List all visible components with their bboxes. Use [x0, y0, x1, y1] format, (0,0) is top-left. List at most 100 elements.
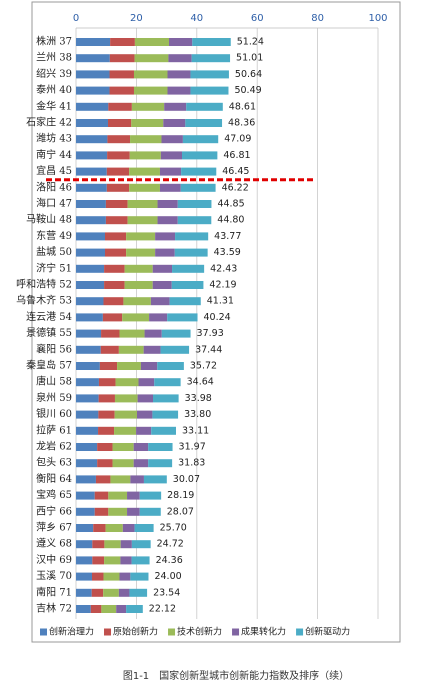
bar-segment [152, 264, 173, 273]
bar-segment [110, 475, 131, 484]
legend-label: 成果转化力 [241, 626, 286, 638]
y-tick-label: 景德镇 55 [26, 326, 72, 339]
y-tick-label: 绍兴 39 [36, 67, 72, 80]
bar-segment [109, 70, 134, 79]
legend-swatch [168, 628, 176, 636]
bar-segment [76, 216, 106, 225]
bar-segment [167, 86, 191, 95]
bar-segment [138, 378, 155, 387]
bar-segment [143, 475, 167, 484]
total-label: 51.01 [236, 53, 263, 64]
bar-segment [76, 86, 110, 95]
bar-segment [105, 200, 128, 208]
total-label: 31.83 [178, 458, 205, 469]
bar-segment [98, 410, 115, 419]
bar-segment [122, 313, 150, 322]
bar-segment [104, 556, 121, 565]
bar-segment [99, 362, 118, 370]
y-tick-label: 萍乡 67 [36, 522, 72, 534]
bar-segment [105, 216, 128, 225]
x-tick-label: 60 [251, 13, 264, 24]
y-tick-label: 银川 60 [36, 407, 72, 420]
bar-segment [131, 102, 165, 111]
bar-segment [76, 200, 106, 208]
bar-segment [108, 102, 132, 111]
total-label: 33.11 [182, 425, 209, 436]
bar-segment [76, 70, 110, 79]
bar-segment [134, 54, 169, 63]
y-tick-label: 汉中 69 [36, 553, 72, 566]
legend-label: 创新驱动力 [305, 626, 350, 638]
bar-segment [127, 491, 140, 500]
y-tick-label: 呼和浩特 52 [16, 279, 72, 291]
y-tick-label: 泉州 59 [36, 391, 72, 404]
bar-segment [92, 572, 104, 581]
bar-segment [177, 216, 212, 225]
bar-segment [152, 281, 172, 289]
bar-segment [148, 443, 173, 451]
bar-segment [104, 281, 125, 289]
y-tick-label: 东营 49 [36, 229, 72, 242]
bar-segment [76, 394, 99, 403]
bar-segment [97, 443, 113, 451]
bar-segment [191, 54, 231, 63]
bar-segment [160, 151, 183, 160]
bar-segment [76, 378, 99, 387]
bar-segment [172, 264, 205, 273]
bar-segment [76, 281, 105, 289]
bar-segment [163, 119, 186, 127]
total-label: 37.44 [195, 344, 222, 355]
bar-segment [110, 38, 135, 46]
bar-segment [124, 281, 153, 289]
bar-segment [130, 572, 149, 581]
y-tick-label: 乌鲁木齐 53 [16, 294, 72, 307]
bar-segment [103, 572, 120, 581]
y-tick-label: 兰州 38 [36, 51, 72, 64]
bar-segment [94, 491, 109, 500]
bar-segment [116, 605, 127, 613]
bar-segment [97, 459, 113, 468]
bar-segment [119, 572, 131, 581]
y-tick-label: 南阳 71 [36, 585, 72, 598]
bar-segment [127, 507, 140, 516]
total-label: 42.43 [210, 263, 237, 274]
y-tick-label: 宝鸡 65 [36, 488, 72, 501]
bar-segment [106, 167, 130, 176]
bar-segment [90, 605, 102, 613]
bar-segment [109, 86, 134, 95]
bar-segment [76, 443, 98, 451]
bar-segment [129, 151, 161, 160]
y-tick-label: 金华 41 [36, 99, 72, 112]
bar-segment [76, 345, 101, 354]
total-label: 35.72 [190, 361, 217, 372]
y-tick-label: 唐山 58 [36, 375, 72, 388]
y-tick-label: 玉溪 70 [36, 570, 72, 582]
total-label: 40.24 [204, 312, 231, 323]
bar-segment [144, 329, 162, 338]
y-tick-label: 连云港 54 [26, 310, 72, 323]
total-label: 48.36 [228, 118, 255, 129]
total-label: 37.93 [197, 328, 224, 339]
y-tick-label: 盐城 50 [36, 245, 72, 258]
bar-segment [76, 556, 93, 565]
bar-segment [95, 475, 111, 484]
total-label: 24.72 [157, 539, 184, 550]
bar-segment [190, 70, 229, 79]
y-tick-label: 包头 63 [36, 456, 72, 469]
bar-segment [104, 264, 125, 273]
bar-segment [76, 119, 109, 127]
bar-segment [76, 362, 100, 370]
bar-segment [192, 38, 231, 46]
legend-swatch [232, 628, 240, 636]
bar-segment [100, 345, 119, 354]
bar-segment [119, 329, 145, 338]
bar-segment [143, 345, 161, 354]
bar-segment [134, 38, 170, 46]
bar-segment [114, 394, 138, 403]
bar-segment [98, 426, 115, 435]
total-label: 28.19 [167, 490, 194, 501]
bar-segment [106, 183, 130, 192]
legend-label: 原始创新力 [113, 626, 158, 638]
total-label: 41.31 [207, 296, 234, 307]
